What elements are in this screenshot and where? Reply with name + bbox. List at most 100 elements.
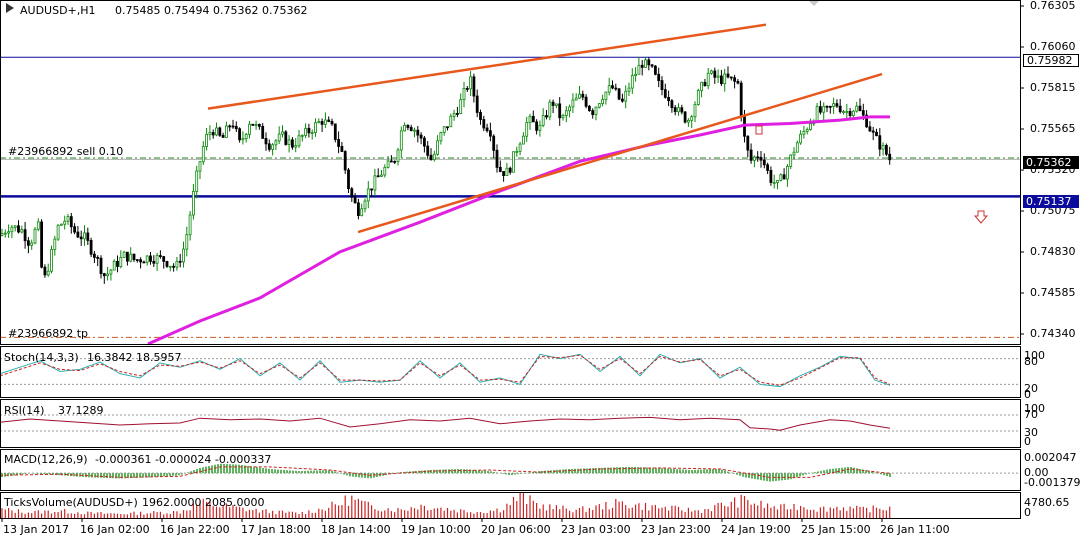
candle-body [191,191,195,216]
candle-body [838,105,842,113]
candle-body [370,188,374,191]
candle-body [766,164,769,171]
candle-body [462,88,466,101]
stoch-values: 16.3842 18.5957 [87,351,182,364]
candle-body [366,188,370,202]
candle-body [172,265,176,268]
candle-body [106,273,109,277]
candle-body [205,133,209,147]
candle-body [739,82,743,117]
candle-body [630,75,634,89]
candle-body [218,127,222,136]
volume-panel [1,492,891,518]
candle-body [786,166,789,180]
candle-body [320,121,324,125]
triangle-icon [6,3,14,13]
y-tick: 0.74340 [1030,327,1076,340]
candle-body [525,122,529,137]
candle-body [373,175,377,191]
candle-body [802,130,806,135]
candle-body [842,111,845,113]
candle-body [548,101,552,118]
x-tick: 16 Jan 22:00 [160,523,230,536]
y-tick: 0.74830 [1030,245,1076,258]
candle-body [446,126,449,129]
candle-body [17,225,20,233]
candle-body [512,151,515,173]
candle-body [257,123,261,127]
candle-body [508,167,512,173]
candle-body [314,122,317,133]
x-tick: 23 Jan 23:00 [641,523,711,536]
candle-body [399,130,403,151]
candle-body [63,220,67,225]
rsi-label: RSI(14) [4,404,45,417]
candle-body [522,135,525,145]
candle-body [472,76,476,97]
candle-body [30,242,34,246]
y-tick: 0.75565 [1030,122,1076,135]
volume-tick: 4780.65 [1024,496,1070,509]
candle-body [673,107,677,113]
candle-body [621,98,624,102]
candle-body [502,171,506,176]
candle-body [644,59,647,68]
candle-body [703,81,707,87]
candle-body [680,107,684,113]
candle-body [634,73,637,77]
candle-body [604,91,608,101]
candle-body [716,75,720,78]
candle-body [753,156,756,161]
candle-body [868,126,872,132]
candle-body [729,76,733,79]
candle-body [772,182,776,184]
x-tick: 19 Jan 10:00 [401,523,471,536]
candle-body [363,200,367,210]
resistance-price-tag: 0.75982 [1023,54,1079,67]
candle-body [432,153,436,161]
candle-body [789,154,793,167]
chevron-down-icon [808,0,820,6]
candle-body [195,170,199,192]
candle-body [578,93,581,99]
candle-body [759,156,763,161]
macd-panel-frame [0,449,1021,491]
x-tick: 17 Jan 18:00 [241,523,311,536]
candle-body [871,130,875,133]
candle-body [442,126,446,133]
candle-body [555,103,558,106]
candle-body [261,125,265,139]
macd-tick: 0.00 [1024,466,1049,479]
candle-body [178,260,182,263]
candle-body [888,153,892,161]
rsi-tick: 30 [1024,426,1038,439]
candle-body [231,125,235,128]
candle-body [805,129,809,132]
candle-body [244,133,248,140]
candle-body [505,167,509,176]
x-tick: 26 Jan 11:00 [880,523,950,536]
upper-trendline [207,23,767,110]
x-tick: 25 Jan 15:00 [801,523,871,536]
candle-body [459,99,463,114]
candle-body [241,138,245,141]
candle-body [736,80,740,84]
ohlc-label: 0.75485 0.75494 0.75362 0.75362 [115,4,308,17]
rsi-panel [0,414,1020,432]
candle-body [710,70,713,74]
candle-body [564,110,568,116]
candle-body [393,160,397,163]
candle-body [574,97,578,101]
candle-body [340,146,344,152]
candle-body [419,134,423,139]
y-tick: 0.76305 [1030,0,1076,12]
candle-body [129,253,133,262]
candle-body [551,101,555,106]
candle-body [389,160,393,163]
candle-body [416,129,420,136]
candle-body [819,106,822,113]
candle-body [696,90,700,105]
candle-body [611,85,614,89]
candle-body [175,260,179,268]
candle-body [56,224,60,240]
